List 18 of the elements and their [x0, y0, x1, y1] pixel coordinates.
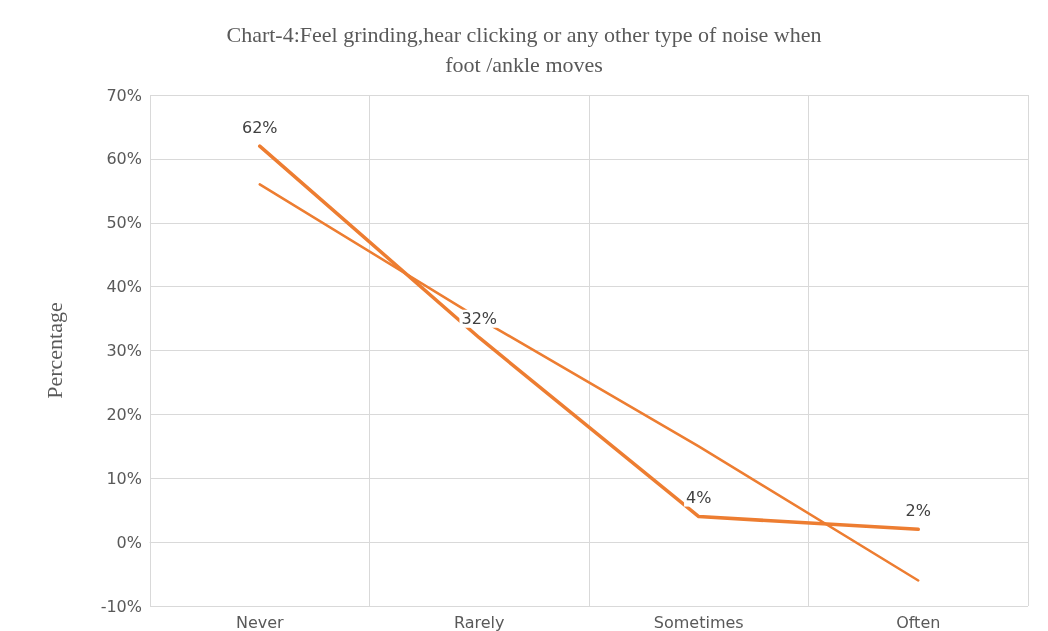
y-tick-label: 30% — [106, 341, 142, 360]
x-tick-label: Rarely — [453, 612, 505, 631]
data-label: 2% — [905, 500, 931, 520]
y-tick-label: 0% — [116, 532, 142, 552]
y-tick-label: -10% — [100, 596, 142, 616]
y-tick-label: 50% — [106, 213, 142, 233]
x-tick-label: Never — [235, 612, 285, 631]
y-tick-label: 60% — [106, 149, 142, 169]
y-tick-label: 20% — [106, 404, 142, 424]
data-label: 4% — [686, 488, 712, 508]
x-tick-label: Often — [896, 612, 941, 631]
y-axis-title: Percentage — [41, 302, 67, 399]
y-tick-label: 70% — [106, 85, 142, 105]
chart-title: Chart-4:Feel grinding,hear clicking or any other type of noise when foot /ankle moves — [226, 21, 822, 77]
x-tick-label: Sometimes — [653, 612, 744, 631]
y-tick-label: 40% — [106, 277, 142, 297]
data-label: 62% — [241, 117, 278, 137]
y-tick-label: 10% — [106, 468, 142, 488]
